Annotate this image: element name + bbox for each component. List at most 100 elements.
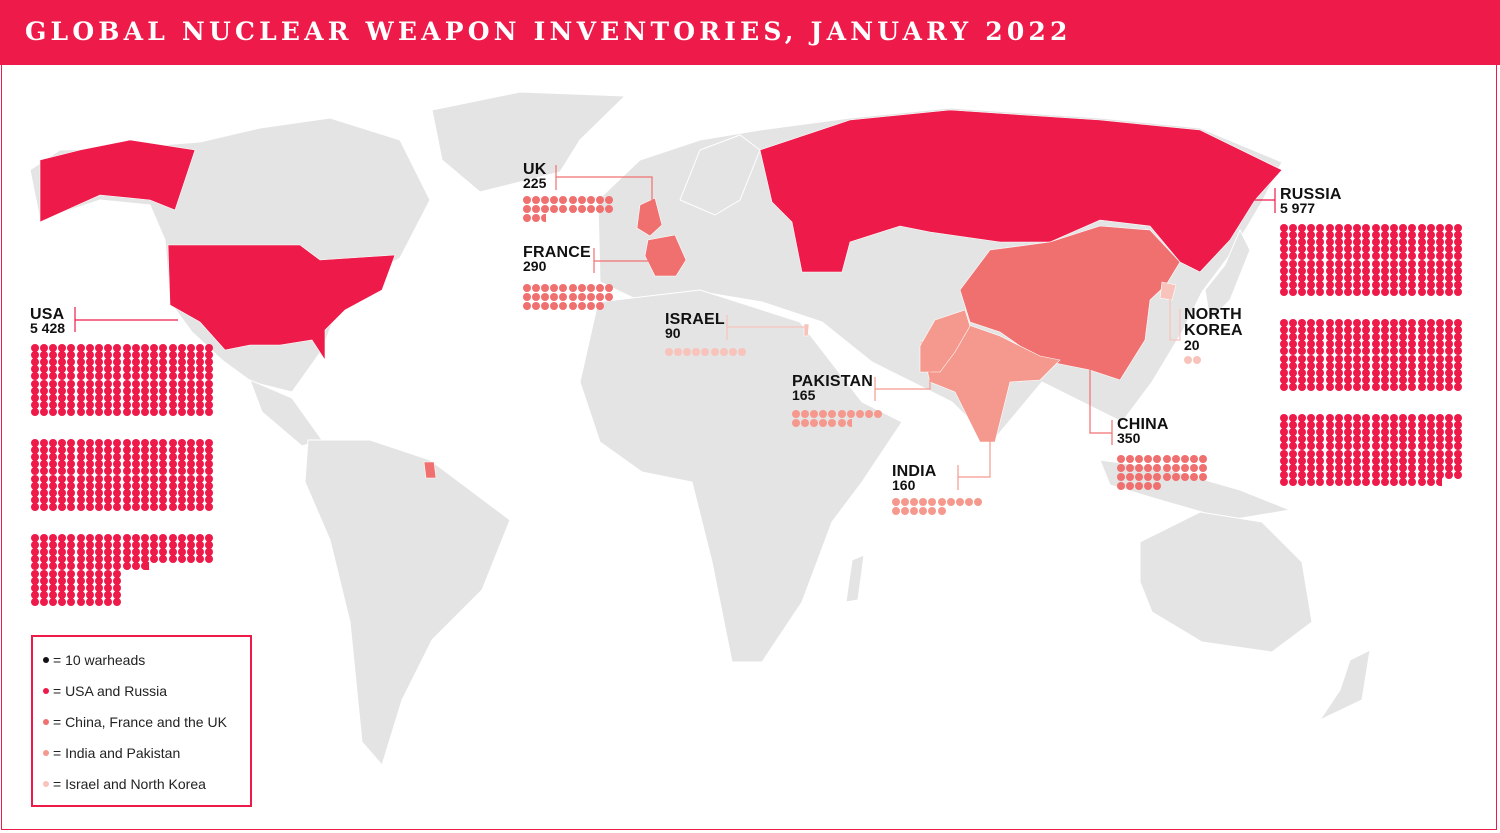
warhead-dot (1298, 361, 1307, 370)
warhead-dot (49, 488, 58, 497)
warhead-dot (103, 502, 112, 511)
warhead-dot (31, 386, 39, 395)
warhead-dot (1307, 449, 1316, 458)
warhead-dot (1361, 368, 1370, 377)
country-label-china: CHINA 350 (1117, 417, 1169, 446)
warhead-dot (1316, 428, 1325, 437)
warhead-dot (132, 372, 141, 381)
warhead-dot (1343, 382, 1352, 391)
warhead-dot (1426, 421, 1435, 430)
warhead-dot (1381, 477, 1390, 486)
warhead-dot (1307, 477, 1316, 486)
warhead-dot (186, 548, 195, 557)
warhead-dot (1352, 231, 1361, 240)
warhead-dot (76, 400, 85, 409)
warhead-dot (1307, 442, 1316, 451)
warhead-dot (76, 439, 85, 447)
country-label-india: INDIA 160 (892, 464, 937, 493)
warhead-dot (728, 348, 737, 356)
warhead-dot (1390, 252, 1399, 261)
warhead-dot (186, 344, 195, 352)
warhead-dot (1453, 442, 1462, 451)
warhead-dot (1381, 428, 1390, 437)
warhead-dot (103, 460, 112, 469)
warhead-dot (864, 410, 873, 418)
warhead-dot (1435, 333, 1444, 342)
warhead-dot (1453, 421, 1462, 430)
warhead-dot (150, 502, 159, 511)
country-label-france: FRANCE 290 (523, 245, 591, 274)
warhead-dot (141, 344, 150, 352)
warhead-dot (177, 407, 186, 416)
warhead-dot (132, 548, 141, 557)
warhead-dot (1444, 287, 1453, 296)
warhead-dot (159, 541, 168, 550)
warhead-dot (159, 474, 168, 483)
warhead-dot (1289, 238, 1298, 247)
warhead-dot (1180, 455, 1189, 463)
warhead-dot (150, 534, 159, 542)
warhead-dot (186, 555, 195, 564)
warhead-dot (1381, 326, 1390, 335)
warhead-dot (168, 488, 177, 497)
warhead-dot (94, 597, 103, 606)
warhead-dot (1399, 414, 1408, 422)
warhead-dot (1444, 375, 1453, 384)
warhead-dot (559, 196, 568, 204)
warhead-dot (49, 393, 58, 402)
warhead-dot (1280, 287, 1288, 296)
warhead-dot (532, 196, 541, 204)
warhead-dot (1408, 224, 1417, 232)
warhead-dot (40, 495, 49, 504)
warhead-dot (67, 488, 76, 497)
warhead-dot (1408, 319, 1417, 327)
warhead-dot (1408, 463, 1417, 472)
warhead-dot (1171, 464, 1180, 473)
warhead-dot (1390, 280, 1399, 289)
warhead-dot (1325, 442, 1334, 451)
warhead-dot (94, 393, 103, 402)
warhead-dot (586, 302, 595, 311)
warhead-dot (1361, 287, 1370, 296)
warhead-dot (1180, 473, 1189, 482)
warhead-dot (1334, 259, 1343, 268)
warhead-dot (150, 407, 159, 416)
warhead-dot (1343, 259, 1352, 268)
warhead-dot (103, 488, 112, 497)
warhead-dot (1435, 477, 1443, 486)
warhead-dot (1444, 470, 1453, 479)
warhead-dot (1343, 333, 1352, 342)
warhead-dot (1381, 449, 1390, 458)
warhead-dot (1435, 347, 1444, 356)
warhead-dot (85, 358, 94, 367)
warhead-dot (58, 474, 67, 483)
warhead-dot (168, 446, 177, 455)
warhead-dot (94, 386, 103, 395)
warhead-dot (1298, 354, 1307, 363)
warhead-dot (1343, 340, 1352, 349)
warhead-dot (1453, 238, 1462, 247)
warhead-dot (1381, 375, 1390, 384)
warhead-dot (1280, 414, 1288, 422)
warhead-dot (1316, 252, 1325, 261)
warhead-dot (1372, 266, 1380, 275)
warhead-dot (58, 576, 67, 585)
warhead-dot (1361, 428, 1370, 437)
warhead-dot (1352, 470, 1361, 479)
warhead-dot (1289, 414, 1298, 422)
warhead-dot (1325, 340, 1334, 349)
warhead-dot (1289, 280, 1298, 289)
warhead-dot (195, 555, 204, 564)
warhead-dot (1390, 463, 1399, 472)
warhead-dot (31, 597, 39, 606)
warhead-dot (58, 583, 67, 592)
warhead-dot (1417, 354, 1426, 363)
warhead-dot (1372, 259, 1380, 268)
warhead-dot (141, 467, 150, 476)
warhead-dot (112, 555, 121, 564)
warhead-dot (177, 365, 186, 374)
warhead-dot (1352, 340, 1361, 349)
warhead-dot (141, 439, 150, 447)
warhead-dot (1352, 245, 1361, 254)
warhead-dot (1289, 470, 1298, 479)
